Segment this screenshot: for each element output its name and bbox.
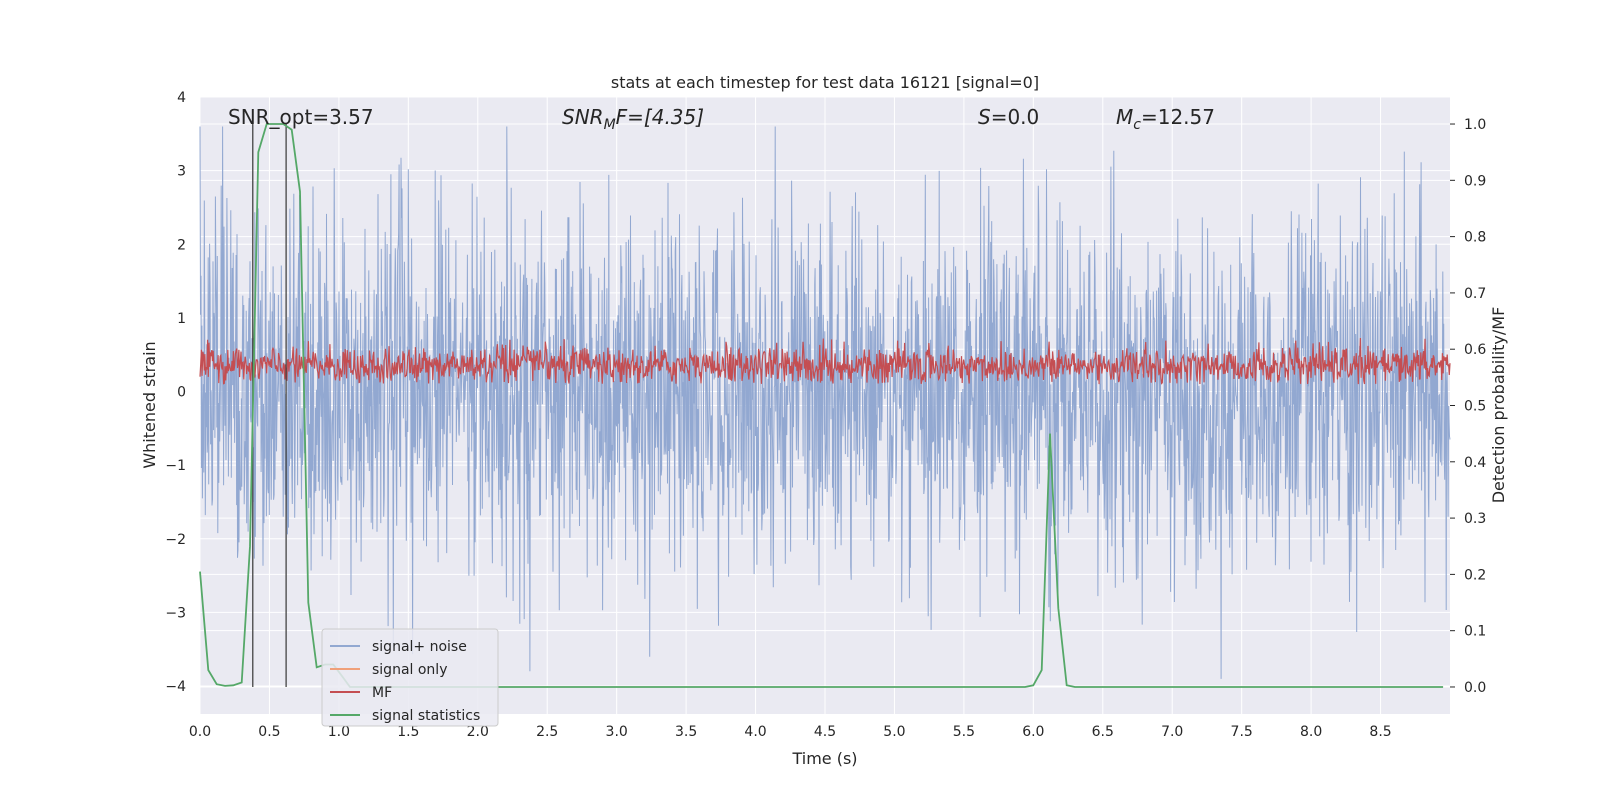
x-tick-label: 5.5 [953,724,975,740]
x-tick-label: 2.0 [467,724,489,740]
y-right-tick-label: 0.7 [1464,286,1486,302]
annotation-chirp-mass: Mc=12.57 [1116,105,1215,133]
x-tick-label: 2.5 [536,724,558,740]
y-right-tick-label: 0.4 [1464,455,1486,471]
x-tick-label: 3.0 [606,724,628,740]
x-tick-label: 1.0 [328,724,350,740]
y-left-axis-ticks: 4 3 2 1 0 −1 −2 −3 −4 [165,90,186,695]
legend-box [321,628,499,727]
y-left-tick-label: 2 [177,237,186,253]
y-right-tick-label: 0.0 [1464,680,1486,696]
signal-plus-noise-line [199,126,1451,679]
y-left-tick-label: 3 [177,164,186,180]
y-left-tick-label: −2 [165,532,186,548]
y-right-tick-label: 1.0 [1464,117,1486,133]
y-right-tick-label: 0.5 [1464,399,1486,415]
legend-label: signal statistics [372,708,480,724]
annotation-snr-mf: SNRMF=[4.35] [562,105,704,133]
y-right-axis-ticks: 1.0 0.9 0.8 0.7 0.6 0.5 0.4 0.3 0.2 0.1 0.0 [1450,117,1486,696]
y-left-axis-title: Whitened strain [140,341,159,468]
x-axis-title: Time (s) [791,749,857,768]
snr-mf-suffix: F=[4.35] [616,105,704,129]
x-tick-label: 3.5 [675,724,697,740]
x-tick-label: 5.0 [883,724,905,740]
snr-mf-subscript: M [604,117,616,133]
y-left-tick-label: −4 [165,679,186,695]
x-tick-label: 4.5 [814,724,836,740]
signal-plus-noise-series [199,126,1451,679]
mf-line [199,337,1451,385]
y-right-tick-label: 0.1 [1464,624,1486,640]
legend-label: MF [372,685,392,701]
y-right-tick-label: 0.9 [1464,173,1486,189]
y-right-tick-label: 0.8 [1464,230,1486,246]
snr-mf-prefix: SNR [562,105,604,129]
legend-label: signal+ noise [372,639,467,655]
y-right-axis-title: Detection probability/MF [1489,307,1508,504]
y-right-tick-label: 0.6 [1464,342,1486,358]
x-tick-label: 0.0 [189,724,211,740]
y-right-tick-label: 0.2 [1464,567,1486,583]
x-tick-label: 6.5 [1092,724,1114,740]
y-left-tick-label: 0 [177,385,186,401]
x-tick-label: 0.5 [258,724,280,740]
y-right-tick-label: 0.3 [1464,511,1486,527]
legend-label: signal only [372,662,447,678]
y-left-tick-label: −3 [165,605,186,621]
x-tick-label: 4.0 [744,724,766,740]
legend: signal+ noise signal only MF signal statist… [321,628,499,727]
y-left-tick-label: 1 [177,311,186,327]
x-tick-label: 8.5 [1369,724,1391,740]
y-left-tick-label: 4 [177,90,186,106]
chart-title: stats at each timestep for test data 161… [611,73,1039,92]
x-tick-label: 7.0 [1161,724,1183,740]
x-tick-label: 6.0 [1022,724,1044,740]
annotation-snr-opt: SNR_opt=3.57 [228,105,374,129]
x-tick-label: 1.5 [397,724,419,740]
x-tick-label: 7.5 [1231,724,1253,740]
y-left-tick-label: −1 [165,458,186,474]
mf-series [199,337,1451,385]
x-axis-ticks: 0.0 0.5 1.0 1.5 2.0 2.5 3.0 3.5 4.0 4.5 5.0 5.5 6.0 6… [189,724,1392,740]
x-tick-label: 8.0 [1300,724,1322,740]
annotation-s-stat: S=0.0 [978,105,1039,129]
